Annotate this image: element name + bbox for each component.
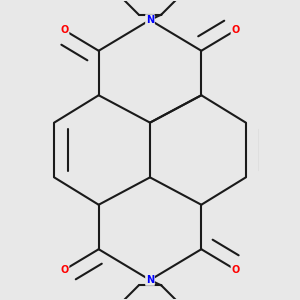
Text: O: O bbox=[60, 265, 69, 275]
Text: N: N bbox=[146, 15, 154, 25]
Text: N: N bbox=[146, 275, 154, 285]
Text: O: O bbox=[231, 25, 240, 35]
Text: O: O bbox=[60, 25, 69, 35]
Text: O: O bbox=[231, 265, 240, 275]
